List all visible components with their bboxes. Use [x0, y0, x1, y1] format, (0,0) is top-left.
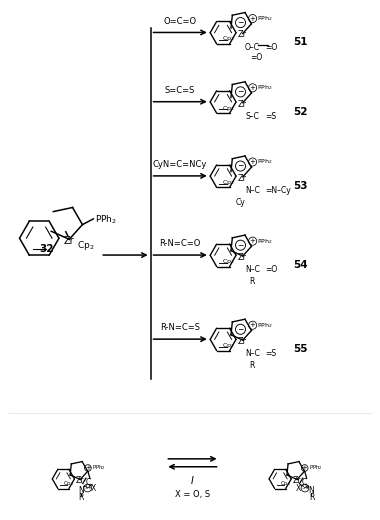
- Text: CyN=C=NCy: CyN=C=NCy: [153, 160, 207, 169]
- Text: X: X: [296, 484, 301, 493]
- Text: 53: 53: [293, 181, 308, 191]
- Text: Zr: Zr: [292, 476, 301, 485]
- Text: 55: 55: [293, 344, 308, 354]
- Text: +: +: [250, 238, 256, 244]
- Text: +: +: [250, 159, 256, 165]
- Text: N–C: N–C: [245, 186, 260, 195]
- Text: −: −: [238, 325, 244, 334]
- Text: Cy: Cy: [235, 198, 245, 207]
- Text: O–C: O–C: [245, 43, 260, 51]
- Text: Cp$_2$: Cp$_2$: [222, 103, 235, 113]
- Text: Cp$_2$: Cp$_2$: [222, 257, 235, 266]
- Text: N: N: [78, 486, 84, 495]
- Text: Cp$_2$: Cp$_2$: [222, 178, 235, 187]
- Text: PPh$_2$: PPh$_2$: [309, 463, 322, 473]
- Text: O=C=O: O=C=O: [163, 17, 197, 25]
- Text: R: R: [309, 493, 315, 502]
- Text: C: C: [85, 477, 90, 487]
- Text: 32: 32: [40, 243, 54, 254]
- Text: X: X: [91, 484, 97, 493]
- Text: I: I: [191, 476, 194, 486]
- Text: N–C: N–C: [245, 349, 260, 358]
- Text: PPh$_2$: PPh$_2$: [258, 321, 273, 330]
- Text: =N–Cy: =N–Cy: [265, 186, 291, 195]
- Text: +: +: [250, 322, 256, 328]
- Text: R: R: [249, 277, 255, 286]
- Text: PPh$_2$: PPh$_2$: [258, 14, 273, 23]
- Text: N–C: N–C: [245, 265, 260, 274]
- Text: Cp$_2$: Cp$_2$: [63, 479, 74, 488]
- Text: PPh$_2$: PPh$_2$: [258, 83, 273, 92]
- Text: C: C: [302, 477, 307, 487]
- Text: −: −: [238, 162, 244, 171]
- Text: Cp$_2$: Cp$_2$: [222, 34, 235, 43]
- Text: =S: =S: [265, 349, 276, 358]
- Text: R-N=C=S: R-N=C=S: [160, 323, 200, 332]
- Text: PPh$_2$: PPh$_2$: [258, 158, 273, 166]
- Text: +: +: [250, 85, 256, 91]
- Text: Zr: Zr: [238, 253, 247, 262]
- Text: =O: =O: [250, 53, 262, 61]
- Text: Cp$_2$: Cp$_2$: [77, 239, 94, 252]
- Text: +: +: [302, 465, 308, 471]
- Text: X = O, S: X = O, S: [175, 490, 210, 499]
- Text: −: −: [302, 484, 308, 492]
- Text: Cp$_2$: Cp$_2$: [222, 341, 235, 350]
- Text: +: +: [250, 16, 256, 21]
- Text: PPh$_2$: PPh$_2$: [92, 463, 106, 473]
- Text: PPh$_2$: PPh$_2$: [258, 237, 273, 245]
- Text: =O: =O: [265, 265, 277, 274]
- Text: −: −: [238, 241, 244, 250]
- Text: PPh$_2$: PPh$_2$: [95, 214, 117, 226]
- Text: R-N=C=O: R-N=C=O: [160, 239, 201, 248]
- Text: 52: 52: [293, 107, 308, 116]
- Text: −: −: [238, 18, 244, 27]
- Text: Zr: Zr: [238, 174, 247, 183]
- Text: Zr: Zr: [238, 337, 247, 346]
- Text: S=C=S: S=C=S: [165, 86, 195, 95]
- Text: =S: =S: [265, 112, 276, 121]
- Text: S–C: S–C: [245, 112, 259, 121]
- Text: R: R: [78, 493, 83, 502]
- Text: −: −: [238, 87, 244, 96]
- Text: −: −: [84, 484, 91, 492]
- Text: Zr: Zr: [63, 236, 74, 245]
- Text: 51: 51: [293, 37, 308, 47]
- Text: Zr: Zr: [76, 476, 84, 485]
- Text: N: N: [309, 486, 314, 495]
- Text: Zr: Zr: [238, 30, 247, 40]
- Text: =O: =O: [265, 43, 277, 51]
- Text: +: +: [85, 465, 91, 471]
- Text: Cp$_2$: Cp$_2$: [280, 479, 291, 488]
- Text: R: R: [249, 361, 255, 370]
- Text: 54: 54: [293, 260, 308, 270]
- Text: Zr: Zr: [238, 99, 247, 109]
